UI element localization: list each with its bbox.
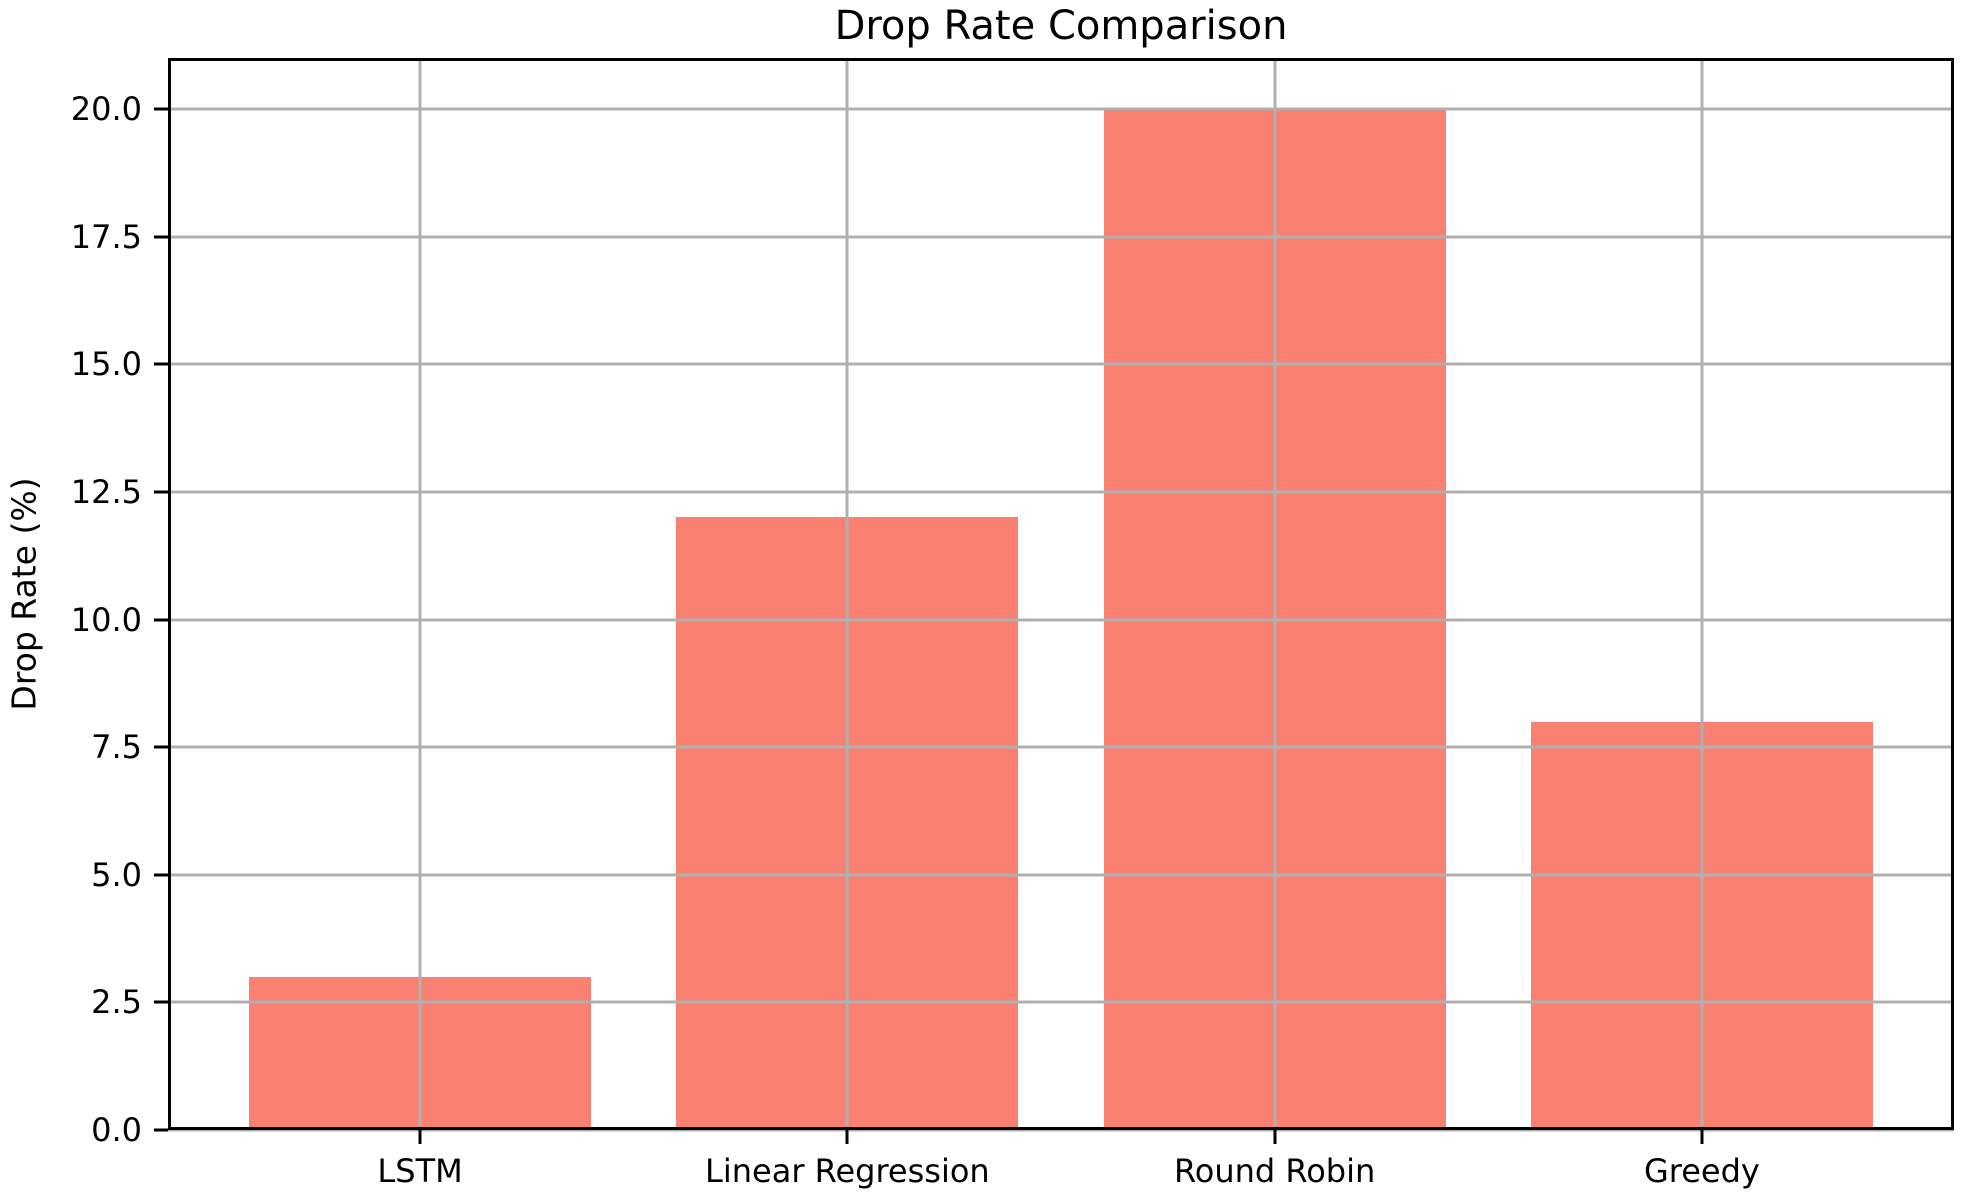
y-tick-mark	[154, 745, 168, 749]
gridline-horizontal	[168, 745, 1954, 749]
x-tick-mark	[845, 1130, 849, 1144]
gridline-vertical	[418, 58, 422, 1130]
gridline-horizontal	[168, 618, 1954, 622]
y-tick-mark	[154, 490, 168, 494]
y-tick-label: 10.0	[70, 600, 142, 639]
gridline-horizontal	[168, 873, 1954, 877]
gridline-vertical	[1273, 58, 1277, 1130]
y-tick-mark	[154, 1000, 168, 1004]
y-tick-label: 7.5	[91, 728, 142, 767]
y-tick-label: 17.5	[70, 217, 142, 256]
y-tick-label: 15.0	[70, 345, 142, 384]
y-tick-mark	[154, 1128, 168, 1132]
x-tick-mark	[1273, 1130, 1277, 1144]
gridline-horizontal	[168, 362, 1954, 366]
axis-spine-right	[1951, 58, 1954, 1130]
x-tick-label-linear-regression: Linear Regression	[705, 1152, 990, 1190]
chart-title: Drop Rate Comparison	[834, 3, 1288, 49]
y-tick-mark	[154, 618, 168, 622]
y-tick-label: 0.0	[91, 1111, 142, 1149]
y-tick-label: 5.0	[91, 855, 142, 894]
gridline-horizontal	[168, 490, 1954, 494]
y-tick-mark	[154, 362, 168, 366]
x-tick-label-lstm: LSTM	[377, 1152, 463, 1190]
plot-area: LSTM Linear Regression Round Robin Greedy 0.…	[71, 58, 1954, 1190]
gridline-horizontal	[168, 107, 1954, 111]
x-tick-mark	[1700, 1130, 1704, 1144]
axis-spine-top	[168, 58, 1954, 61]
y-tick-label: 12.5	[70, 472, 142, 511]
axis-spine-bottom	[168, 1127, 1954, 1130]
y-axis-label: Drop Rate (%)	[4, 477, 44, 711]
gridline-vertical	[1700, 58, 1704, 1130]
gridline-vertical	[845, 58, 849, 1130]
gridline-horizontal	[168, 235, 1954, 239]
gridline-horizontal	[168, 1000, 1954, 1004]
y-tick-label: 20.0	[70, 90, 142, 129]
y-tick-mark	[154, 107, 168, 111]
gridline-horizontal	[168, 1128, 1954, 1132]
x-tick-label-round-robin: Round Robin	[1173, 1152, 1376, 1190]
x-tick-label-greedy: Greedy	[1643, 1152, 1760, 1190]
y-tick-label: 2.5	[91, 983, 142, 1022]
y-tick-mark	[154, 235, 168, 239]
axis-spine-left	[168, 58, 171, 1130]
x-tick-mark	[418, 1130, 422, 1144]
y-tick-mark	[154, 873, 168, 877]
